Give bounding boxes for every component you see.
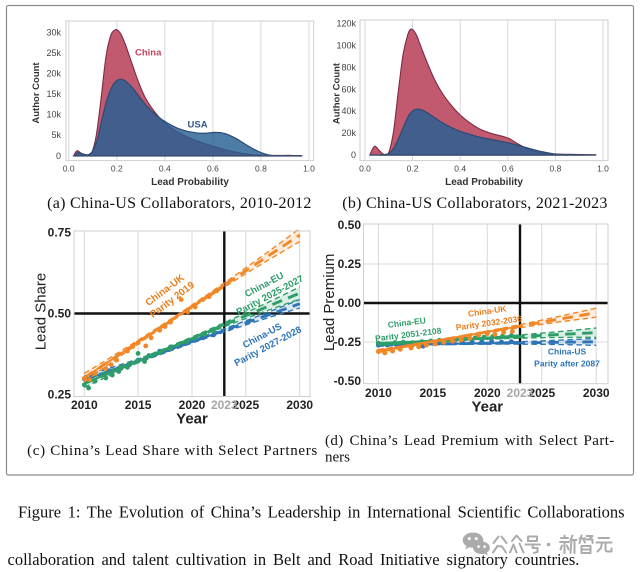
svg-text:2025: 2025 — [528, 386, 555, 400]
svg-text:2020: 2020 — [474, 386, 501, 400]
svg-text:5k: 5k — [51, 130, 61, 140]
svg-text:(c) China’s Lead Share with Se: (c) China’s Lead Share with Select Partn… — [27, 443, 318, 459]
svg-text:2010: 2010 — [365, 386, 392, 400]
svg-text:2010: 2010 — [71, 398, 98, 412]
svg-text:-0.50: -0.50 — [334, 374, 362, 388]
svg-text:0.2: 0.2 — [407, 164, 419, 174]
svg-text:40k: 40k — [341, 106, 356, 116]
svg-text:1.0: 1.0 — [597, 164, 609, 174]
svg-text:0.75: 0.75 — [48, 226, 72, 240]
svg-text:100k: 100k — [336, 41, 356, 51]
svg-text:25k: 25k — [46, 48, 61, 58]
svg-text:0.0: 0.0 — [63, 164, 75, 174]
svg-text:2023: 2023 — [211, 398, 238, 412]
svg-text:2015: 2015 — [125, 398, 152, 412]
svg-text:Year: Year — [471, 399, 503, 416]
svg-text:0.50: 0.50 — [48, 307, 72, 321]
svg-text:10k: 10k — [46, 110, 61, 120]
svg-text:0.50: 0.50 — [338, 218, 362, 232]
svg-text:2015: 2015 — [419, 386, 446, 400]
svg-text:(d) China’s Lead Premium with: (d) China’s Lead Premium with Select Par… — [325, 433, 615, 449]
svg-text:Parity after 2087: Parity after 2087 — [534, 359, 600, 369]
svg-text:20k: 20k — [341, 128, 356, 138]
svg-text:Lead Probability: Lead Probability — [445, 177, 523, 188]
svg-text:30k: 30k — [46, 28, 61, 38]
svg-text:China: China — [135, 48, 162, 59]
svg-text:Figure 1: The Evolution of Chi: Figure 1: The Evolution of China’s Leade… — [18, 503, 625, 522]
svg-text:0: 0 — [56, 151, 61, 161]
svg-text:0.00: 0.00 — [338, 296, 362, 310]
svg-text:2023: 2023 — [507, 386, 534, 400]
svg-text:(b) China-US Collaborators, 20: (b) China-US Collaborators, 2021-2023 — [342, 195, 607, 212]
svg-text:Lead Probability: Lead Probability — [151, 177, 229, 188]
svg-text:0.25: 0.25 — [48, 388, 72, 402]
svg-text:0.0: 0.0 — [359, 164, 371, 174]
svg-text:15k: 15k — [46, 89, 61, 99]
svg-text:collaboration and talent culti: collaboration and talent cultivation in … — [8, 550, 580, 569]
svg-text:0.25: 0.25 — [338, 257, 362, 271]
svg-text:-0.25: -0.25 — [334, 335, 362, 349]
svg-text:80k: 80k — [341, 62, 356, 72]
svg-text:Lead Share: Lead Share — [33, 273, 50, 351]
svg-text:0: 0 — [351, 150, 356, 160]
svg-text:0.6: 0.6 — [207, 164, 219, 174]
svg-text:Author Count: Author Count — [31, 62, 42, 124]
svg-text:(a) China-US Collaborators, 20: (a) China-US Collaborators, 2010-2012 — [47, 195, 312, 212]
svg-text:120k: 120k — [336, 19, 356, 29]
svg-text:0.2: 0.2 — [111, 164, 123, 174]
svg-text:0.8: 0.8 — [255, 164, 267, 174]
svg-text:Author Count: Author Count — [332, 62, 343, 124]
svg-text:2030: 2030 — [583, 386, 610, 400]
svg-text:60k: 60k — [341, 84, 356, 94]
svg-text:China-US: China-US — [548, 347, 587, 357]
svg-text:0.8: 0.8 — [549, 164, 561, 174]
svg-text:2030: 2030 — [286, 398, 313, 412]
svg-text:0.6: 0.6 — [502, 164, 514, 174]
svg-text:0.4: 0.4 — [454, 164, 466, 174]
svg-text:1.0: 1.0 — [303, 164, 315, 174]
svg-text:20k: 20k — [46, 69, 61, 79]
svg-text:Year: Year — [176, 411, 208, 428]
svg-text:USA: USA — [188, 120, 208, 131]
svg-text:0.4: 0.4 — [159, 164, 171, 174]
svg-text:ners: ners — [325, 450, 350, 466]
svg-text:2020: 2020 — [179, 398, 206, 412]
svg-text:China-EU: China-EU — [387, 315, 426, 330]
svg-text:Lead Premium: Lead Premium — [321, 254, 338, 352]
svg-text:2025: 2025 — [232, 398, 259, 412]
